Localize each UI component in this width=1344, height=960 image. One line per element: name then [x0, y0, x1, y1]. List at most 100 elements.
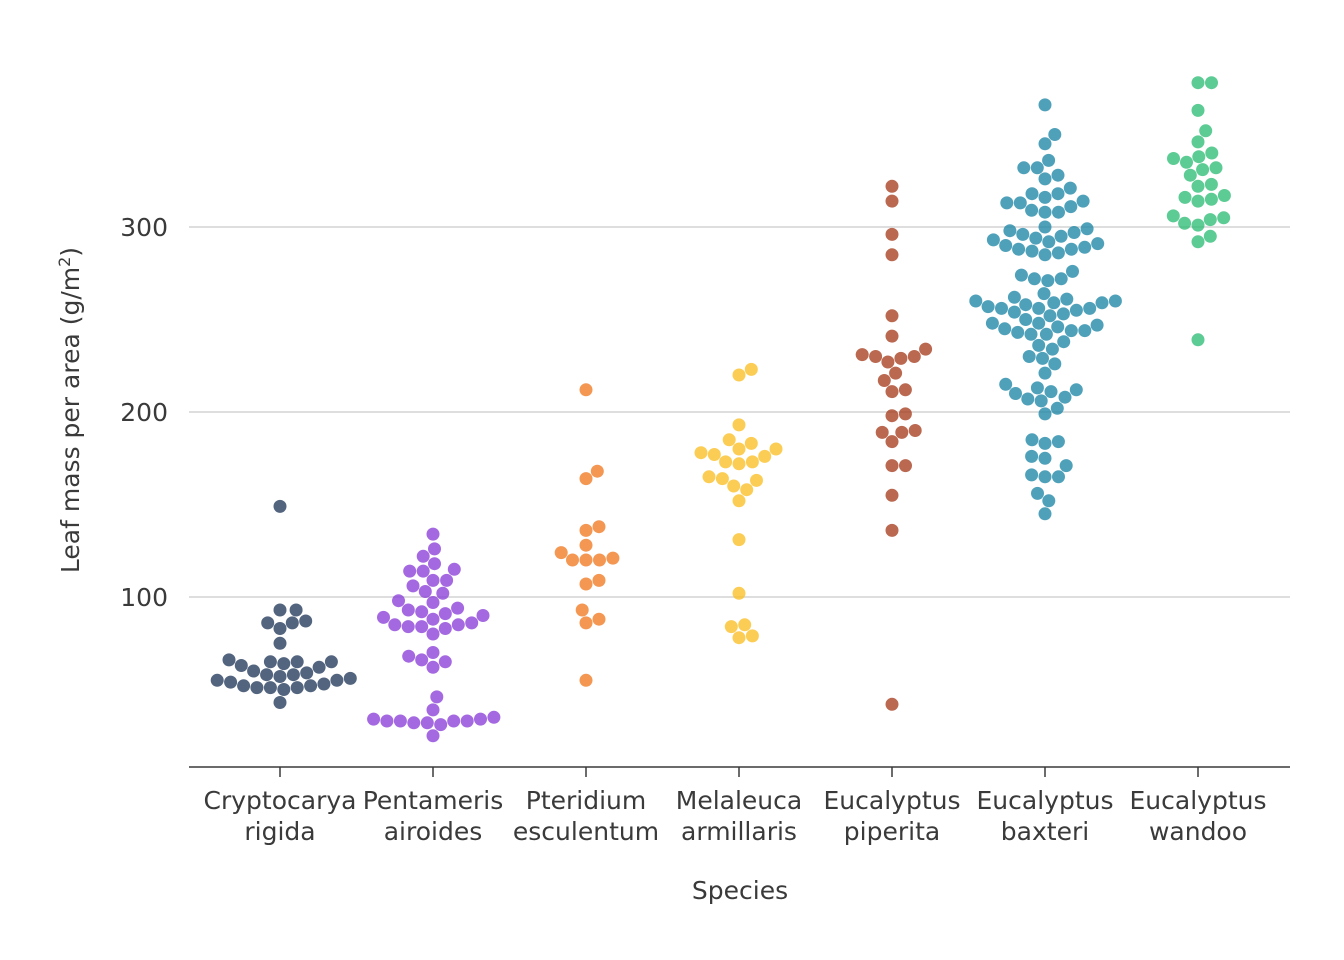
data-point	[758, 449, 772, 463]
data-point	[1042, 153, 1056, 167]
data-point	[554, 546, 568, 560]
data-point	[1025, 244, 1039, 258]
data-point	[885, 179, 899, 193]
data-point	[1066, 264, 1079, 278]
y-tick-label: 300	[120, 213, 168, 242]
data-point	[899, 459, 912, 473]
data-point	[1051, 168, 1065, 182]
data-point	[1058, 390, 1072, 404]
y-axis-title-superscript: 2	[55, 257, 74, 267]
data-point	[590, 464, 604, 478]
data-point	[1180, 155, 1193, 169]
data-point	[286, 668, 300, 682]
data-point	[1024, 327, 1038, 341]
data-point	[273, 499, 287, 513]
data-point	[234, 659, 248, 672]
data-point	[1025, 468, 1039, 482]
data-point	[273, 670, 287, 683]
data-point	[732, 442, 746, 456]
data-point	[1051, 246, 1065, 260]
data-point	[1037, 287, 1051, 301]
data-point	[1038, 451, 1052, 465]
data-point	[1038, 205, 1052, 219]
data-point	[1166, 209, 1180, 223]
data-point	[273, 636, 287, 650]
data-point	[416, 549, 430, 563]
data-point	[1013, 196, 1027, 210]
data-point	[428, 542, 441, 556]
data-point	[250, 681, 264, 695]
data-points	[210, 76, 1231, 743]
data-point	[732, 494, 746, 508]
data-point	[579, 383, 593, 397]
data-point	[898, 383, 912, 397]
data-point	[1064, 200, 1078, 214]
data-point	[881, 355, 895, 369]
data-point	[1078, 324, 1092, 338]
data-point	[428, 557, 441, 571]
data-point	[1007, 290, 1021, 304]
data-point	[575, 603, 589, 617]
data-point	[1051, 320, 1065, 334]
data-point	[1039, 327, 1053, 341]
data-point	[1030, 381, 1044, 395]
data-point	[1038, 172, 1052, 186]
data-point	[1199, 124, 1213, 138]
data-point	[1022, 350, 1036, 363]
y-axis-title-main: Leaf mass per area (g/m	[56, 267, 85, 573]
data-point	[426, 527, 440, 541]
data-point	[769, 442, 783, 456]
data-point	[1063, 181, 1077, 195]
data-point	[1003, 224, 1017, 238]
data-point	[1032, 316, 1046, 330]
data-point	[592, 612, 606, 626]
data-point	[885, 194, 899, 208]
data-point	[715, 472, 729, 486]
data-point	[1011, 325, 1025, 339]
data-point	[885, 227, 899, 241]
data-point	[1178, 190, 1192, 204]
data-point	[566, 553, 579, 567]
data-point	[1038, 248, 1052, 262]
data-point	[451, 601, 465, 615]
data-point	[1067, 226, 1081, 239]
data-point	[1009, 387, 1022, 400]
data-point	[579, 616, 593, 630]
x-axis-title: Species	[692, 876, 788, 905]
data-point	[415, 653, 429, 667]
data-point	[426, 646, 440, 659]
data-point	[1217, 211, 1231, 225]
data-point	[474, 712, 487, 726]
data-point	[1054, 229, 1068, 243]
data-point	[738, 618, 752, 632]
data-point	[1038, 407, 1052, 421]
data-point	[416, 564, 430, 578]
x-tick-label: Eucalyptus baxteri	[977, 786, 1114, 846]
data-point	[1038, 98, 1052, 112]
data-point	[1019, 298, 1033, 312]
data-point	[1036, 351, 1049, 365]
x-tick-label: Eucalyptus wandoo	[1130, 786, 1267, 846]
data-point	[367, 712, 381, 726]
data-point	[1044, 385, 1058, 399]
data-point	[434, 718, 448, 732]
data-point	[592, 520, 606, 534]
data-point	[969, 294, 983, 308]
data-point	[299, 614, 313, 628]
data-point	[1050, 401, 1064, 415]
data-point	[579, 538, 593, 552]
data-point	[277, 657, 291, 671]
data-point	[1217, 189, 1231, 202]
data-point	[732, 457, 746, 471]
data-point	[579, 472, 593, 486]
data-point	[1025, 203, 1039, 217]
data-point	[1021, 392, 1035, 406]
data-point	[855, 348, 869, 362]
data-point	[403, 564, 417, 578]
data-point	[1183, 168, 1197, 182]
y-axis-title: Leaf mass per area (g/m2)	[55, 247, 85, 573]
data-point	[290, 655, 304, 669]
data-point	[1064, 324, 1078, 338]
data-point	[1025, 433, 1039, 447]
